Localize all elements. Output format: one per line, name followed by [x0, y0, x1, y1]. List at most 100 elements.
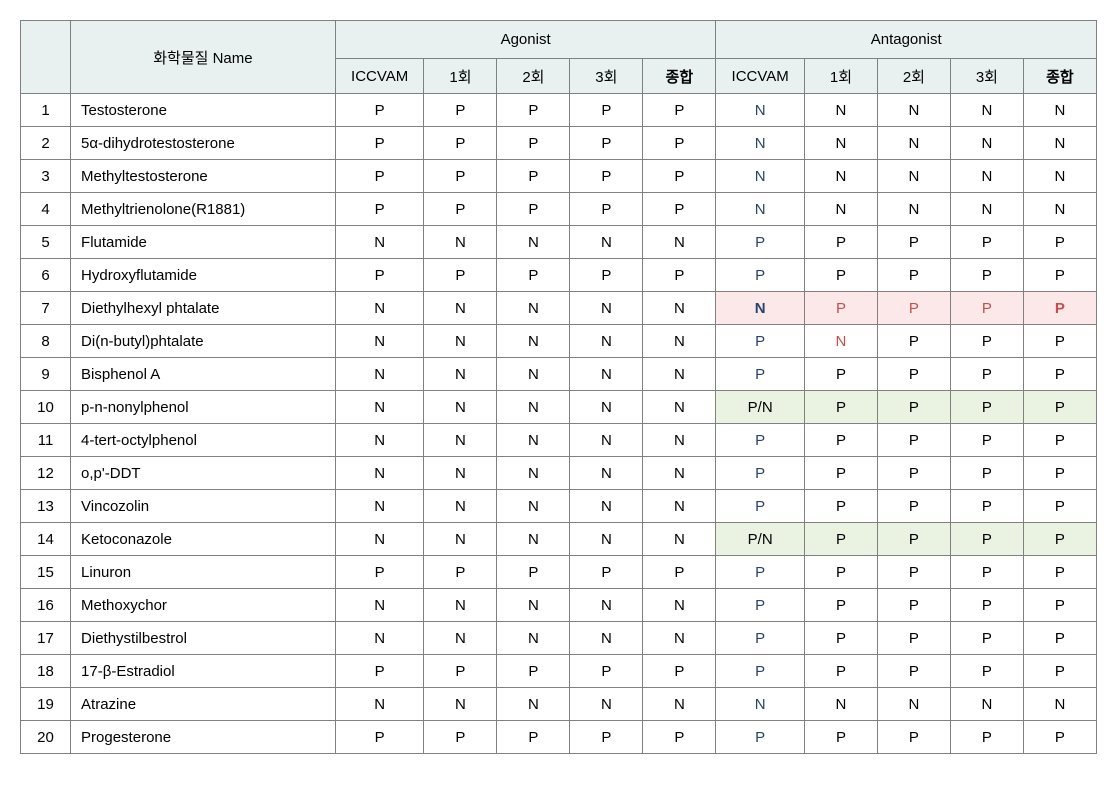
agonist-cell: N: [570, 358, 643, 391]
chemical-name: Progesterone: [71, 721, 336, 754]
agonist-cell: N: [335, 226, 424, 259]
antagonist-cell: P: [1023, 556, 1096, 589]
header-sub: ICCVAM: [335, 59, 424, 94]
table-row: 13VincozolinNNNNNPPPPP: [21, 490, 1097, 523]
chemical-name: Flutamide: [71, 226, 336, 259]
table-row: 9Bisphenol ANNNNNPPPPP: [21, 358, 1097, 391]
antagonist-cell: N: [1023, 688, 1096, 721]
agonist-cell: N: [643, 292, 716, 325]
agonist-cell: N: [497, 391, 570, 424]
antagonist-cell: N: [1023, 94, 1096, 127]
agonist-cell: P: [424, 193, 497, 226]
agonist-cell: N: [570, 292, 643, 325]
table-row: 17DiethystilbestrolNNNNNPPPPP: [21, 622, 1097, 655]
agonist-cell: P: [570, 655, 643, 688]
antagonist-cell: P: [1023, 325, 1096, 358]
table-row: 114-tert-octylphenolNNNNNPPPPP: [21, 424, 1097, 457]
agonist-cell: N: [497, 589, 570, 622]
antagonist-cell: P: [877, 358, 950, 391]
antagonist-cell: P: [1023, 358, 1096, 391]
antagonist-cell: N: [950, 688, 1023, 721]
antagonist-cell: N: [950, 160, 1023, 193]
agonist-cell: N: [424, 226, 497, 259]
table-row: 5FlutamideNNNNNPPPPP: [21, 226, 1097, 259]
antagonist-cell: N: [950, 193, 1023, 226]
agonist-cell: N: [643, 424, 716, 457]
agonist-cell: N: [643, 523, 716, 556]
agonist-cell: P: [335, 193, 424, 226]
row-index: 18: [21, 655, 71, 688]
agonist-cell: N: [424, 424, 497, 457]
agonist-cell: P: [570, 127, 643, 160]
agonist-cell: N: [643, 226, 716, 259]
antagonist-cell: N: [716, 292, 805, 325]
row-index: 11: [21, 424, 71, 457]
antagonist-cell: P: [804, 358, 877, 391]
antagonist-cell: P: [1023, 457, 1096, 490]
antagonist-cell: P: [716, 259, 805, 292]
agonist-cell: N: [424, 589, 497, 622]
agonist-cell: N: [335, 424, 424, 457]
row-index: 19: [21, 688, 71, 721]
header-sub: 1회: [424, 59, 497, 94]
agonist-cell: N: [643, 457, 716, 490]
row-index: 15: [21, 556, 71, 589]
agonist-cell: P: [643, 556, 716, 589]
antagonist-cell: P: [950, 325, 1023, 358]
table-row: 25α-dihydrotestosteronePPPPPNNNNN: [21, 127, 1097, 160]
antagonist-cell: N: [716, 94, 805, 127]
agonist-cell: P: [497, 721, 570, 754]
agonist-cell: N: [643, 325, 716, 358]
antagonist-cell: P: [877, 292, 950, 325]
antagonist-cell: P: [950, 556, 1023, 589]
agonist-cell: N: [497, 226, 570, 259]
agonist-cell: N: [570, 622, 643, 655]
header-sub: 종합: [643, 59, 716, 94]
chemical-name: p-n-nonylphenol: [71, 391, 336, 424]
antagonist-cell: P: [804, 721, 877, 754]
chemical-name: 5α-dihydrotestosterone: [71, 127, 336, 160]
antagonist-cell: P: [716, 358, 805, 391]
agonist-cell: P: [335, 556, 424, 589]
agonist-cell: N: [570, 523, 643, 556]
antagonist-cell: P: [804, 556, 877, 589]
antagonist-cell: N: [804, 688, 877, 721]
agonist-cell: P: [570, 259, 643, 292]
agonist-cell: N: [424, 457, 497, 490]
antagonist-cell: P: [877, 226, 950, 259]
header-sub: 3회: [570, 59, 643, 94]
chemical-name: Hydroxyflutamide: [71, 259, 336, 292]
agonist-cell: N: [643, 358, 716, 391]
antagonist-cell: P: [804, 589, 877, 622]
table-row: 12o,p'-DDTNNNNNPPPPP: [21, 457, 1097, 490]
agonist-cell: N: [424, 292, 497, 325]
antagonist-cell: P: [877, 325, 950, 358]
antagonist-cell: P: [877, 490, 950, 523]
antagonist-cell: P: [950, 622, 1023, 655]
antagonist-cell: N: [877, 160, 950, 193]
agonist-cell: P: [497, 160, 570, 193]
agonist-cell: N: [335, 457, 424, 490]
agonist-cell: N: [335, 490, 424, 523]
agonist-cell: P: [497, 556, 570, 589]
antagonist-cell: P: [804, 292, 877, 325]
agonist-cell: N: [570, 490, 643, 523]
table-row: 1817-β-EstradiolPPPPPPPPPP: [21, 655, 1097, 688]
table-body: 1TestosteronePPPPPNNNNN25α-dihydrotestos…: [21, 94, 1097, 754]
agonist-cell: N: [335, 589, 424, 622]
antagonist-cell: P: [804, 622, 877, 655]
agonist-cell: N: [335, 688, 424, 721]
antagonist-cell: P: [804, 424, 877, 457]
antagonist-cell: N: [804, 94, 877, 127]
antagonist-cell: P: [877, 391, 950, 424]
table-row: 14KetoconazoleNNNNNP/NPPPP: [21, 523, 1097, 556]
antagonist-cell: P: [950, 523, 1023, 556]
chemical-name: Ketoconazole: [71, 523, 336, 556]
antagonist-cell: P: [877, 556, 950, 589]
agonist-cell: P: [497, 127, 570, 160]
antagonist-cell: P: [877, 259, 950, 292]
antagonist-cell: N: [804, 160, 877, 193]
antagonist-cell: N: [950, 127, 1023, 160]
row-index: 13: [21, 490, 71, 523]
chemical-name: Vincozolin: [71, 490, 336, 523]
